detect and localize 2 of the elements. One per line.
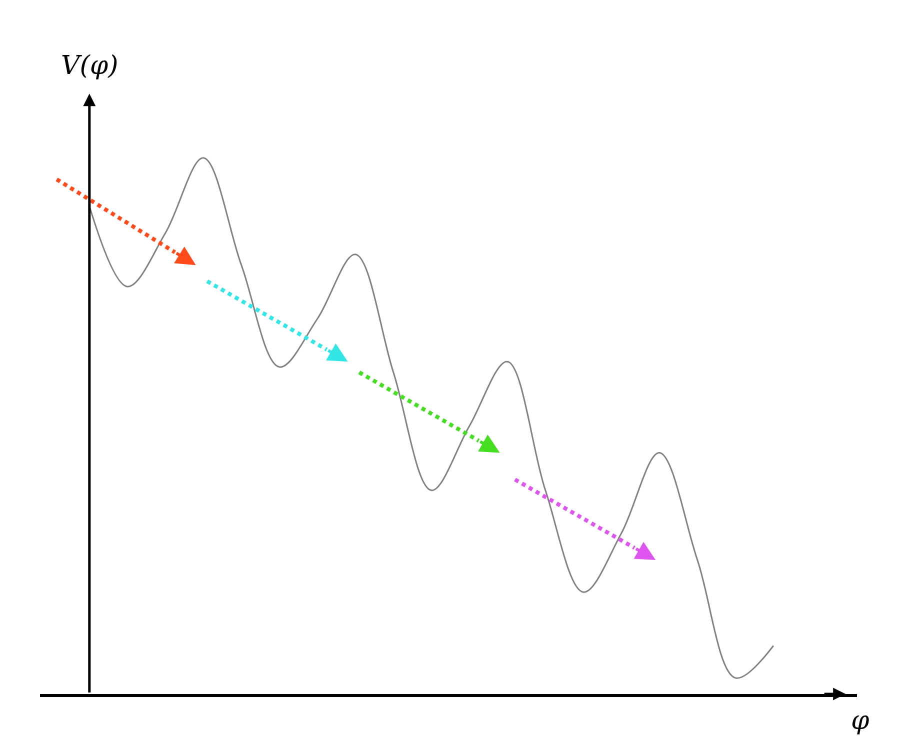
y-axis-title: V(φ) xyxy=(61,51,118,81)
x-axis-title: φ xyxy=(851,706,870,736)
